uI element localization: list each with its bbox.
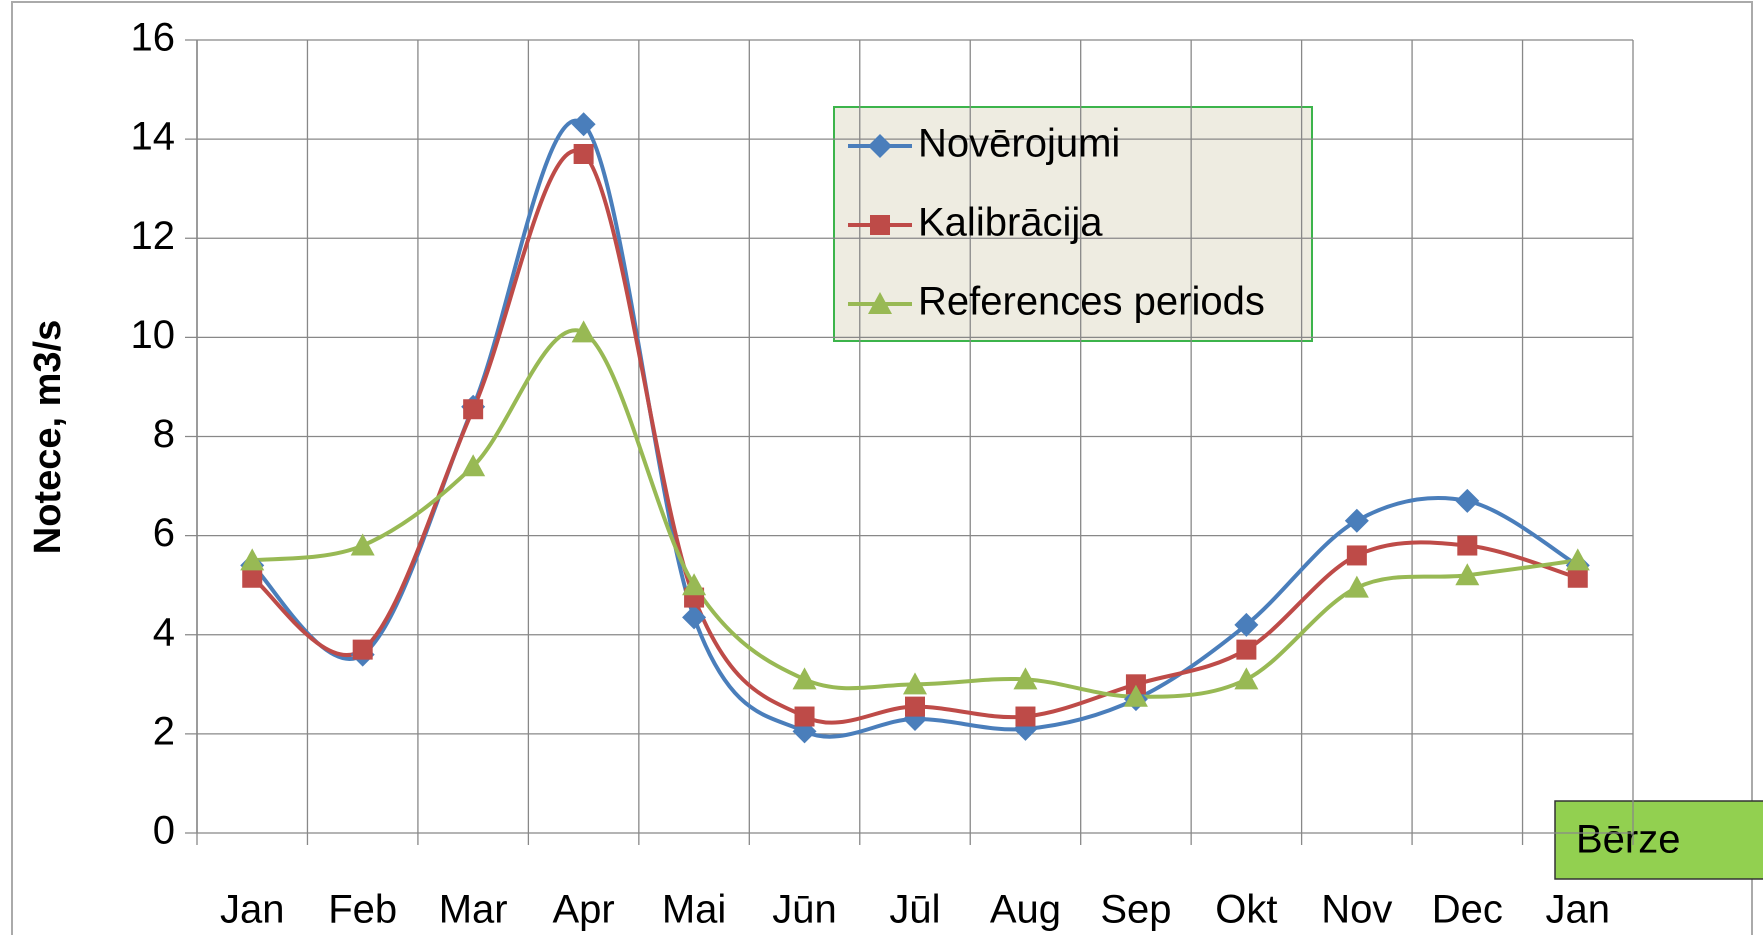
y-tick-label: 6: [153, 511, 175, 555]
marker: [461, 454, 486, 477]
marker: [1457, 535, 1478, 556]
x-tick-label: Dec: [1432, 888, 1503, 932]
marker: [868, 292, 892, 314]
marker: [573, 143, 594, 164]
marker: [905, 696, 925, 717]
marker: [1015, 706, 1036, 727]
legend: [833, 106, 1313, 342]
y-tick-label: 2: [153, 709, 175, 753]
marker: [242, 567, 263, 588]
x-tick-label: Sep: [1100, 888, 1171, 932]
x-tick-label: Mar: [439, 888, 508, 932]
y-tick-label: 12: [131, 214, 176, 258]
x-tick-label: Jūn: [772, 888, 837, 932]
y-tick-label: 10: [131, 313, 176, 357]
marker: [1125, 674, 1146, 695]
marker: [1234, 667, 1259, 690]
marker: [682, 573, 707, 596]
x-tick-label: Jūl: [889, 888, 940, 932]
legend-label: Kalibrācija: [918, 201, 1103, 245]
marker: [1123, 684, 1148, 707]
annotation-box: [1554, 800, 1763, 880]
marker: [1234, 612, 1259, 637]
marker: [352, 639, 373, 660]
y-tick-label: 8: [153, 412, 175, 456]
x-tick-label: Nov: [1321, 888, 1392, 932]
marker: [571, 320, 596, 343]
x-tick-label: Apr: [552, 888, 614, 932]
y-tick-label: 4: [153, 610, 175, 654]
marker: [903, 672, 927, 695]
marker: [463, 399, 484, 420]
x-tick-label: Jan: [220, 888, 285, 932]
marker: [682, 605, 707, 630]
marker: [1346, 545, 1367, 566]
x-tick-label: Aug: [990, 888, 1061, 932]
marker: [1236, 639, 1257, 660]
marker: [350, 533, 375, 556]
marker: [870, 215, 890, 235]
marker: [1344, 508, 1369, 533]
marker: [868, 134, 892, 158]
legend-label: References periods: [918, 280, 1265, 324]
marker: [240, 548, 265, 571]
marker: [571, 112, 596, 137]
marker: [1455, 563, 1480, 586]
marker: [792, 667, 817, 690]
series-line: [251, 328, 1579, 699]
marker: [1567, 567, 1588, 588]
y-tick-label: 0: [153, 809, 175, 853]
marker: [1455, 488, 1480, 513]
chart-frame: [11, 1, 1753, 935]
marker: [794, 706, 815, 727]
x-tick-label: Jan: [1546, 888, 1611, 932]
annotation: Bērze: [1576, 818, 1681, 862]
y-tick-label: 14: [131, 115, 176, 159]
x-tick-label: Feb: [328, 888, 397, 932]
y-axis-label: Notece, m3/s: [27, 320, 69, 554]
marker: [1013, 667, 1038, 690]
marker: [1344, 575, 1369, 598]
y-tick-label: 16: [131, 16, 176, 60]
x-tick-label: Okt: [1215, 888, 1277, 932]
legend-label: Novērojumi: [918, 122, 1120, 166]
x-tick-label: Mai: [662, 888, 726, 932]
marker: [1565, 548, 1590, 571]
